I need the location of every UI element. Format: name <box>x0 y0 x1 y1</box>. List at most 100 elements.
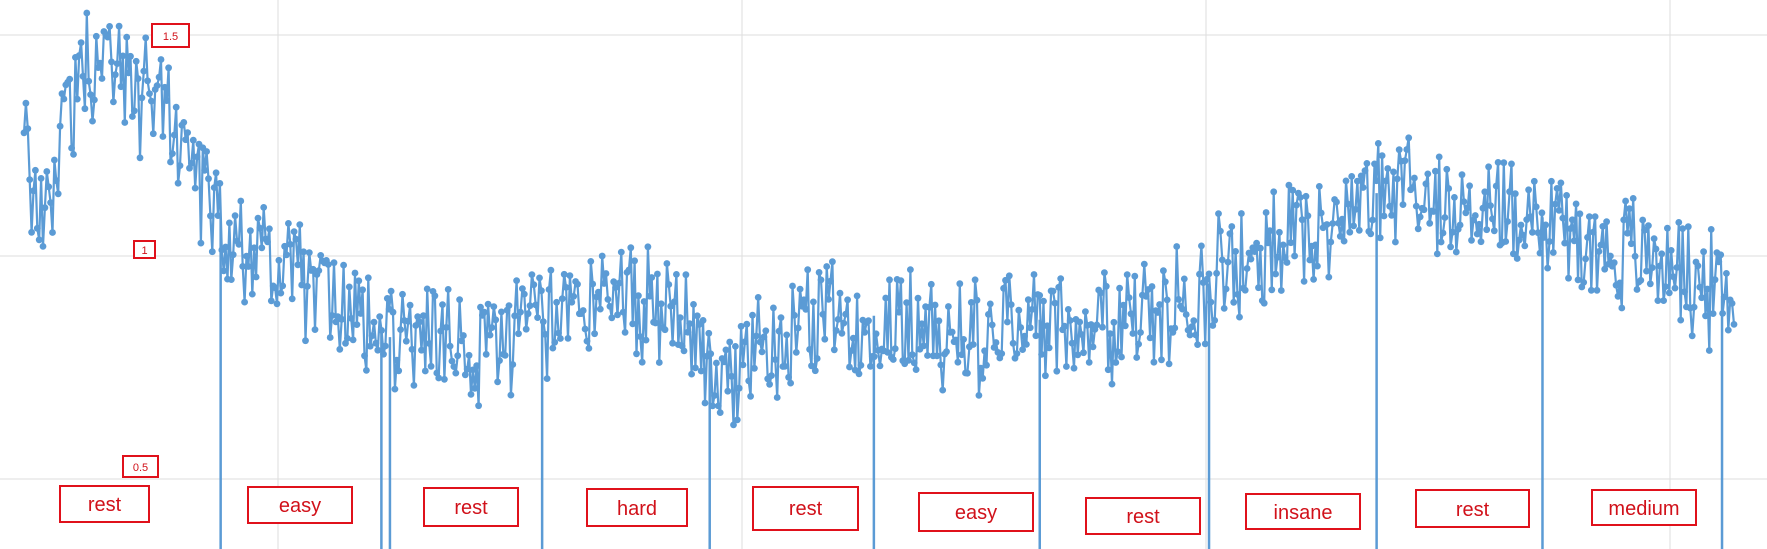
data-point <box>509 361 517 368</box>
data-point <box>612 284 619 291</box>
data-point <box>1540 234 1548 241</box>
data-point <box>1435 153 1443 161</box>
data-point <box>366 342 374 350</box>
data-point <box>1525 186 1532 194</box>
data-point <box>1561 239 1569 247</box>
data-point <box>513 277 520 284</box>
data-point <box>1627 240 1635 248</box>
data-point <box>391 385 399 393</box>
data-point <box>1637 276 1645 284</box>
data-point <box>406 301 414 309</box>
data-point <box>1586 213 1593 221</box>
data-point <box>1137 329 1144 336</box>
data-point <box>1304 212 1312 220</box>
data-point <box>910 359 918 367</box>
data-point <box>1146 334 1154 342</box>
data-point <box>1426 219 1434 227</box>
data-point <box>1451 194 1458 201</box>
data-point <box>170 131 178 139</box>
data-point <box>1574 276 1582 284</box>
data-point <box>1230 298 1238 306</box>
data-point <box>501 352 509 359</box>
data-point <box>1257 244 1264 252</box>
data-point <box>328 312 336 319</box>
data-point <box>585 345 593 352</box>
data-point <box>777 314 785 321</box>
data-point <box>971 276 979 284</box>
data-point <box>1730 321 1738 328</box>
data-point <box>395 367 403 375</box>
data-point <box>256 224 264 232</box>
data-point <box>1156 301 1163 308</box>
data-point <box>589 280 597 288</box>
data-point <box>349 336 357 344</box>
segment-box: rest <box>1415 489 1530 528</box>
data-point <box>587 258 595 265</box>
data-point <box>1268 286 1276 294</box>
data-point <box>309 265 317 273</box>
data-point <box>848 347 855 354</box>
data-point <box>130 107 138 115</box>
data-point <box>1279 241 1287 249</box>
data-point <box>1392 238 1399 246</box>
data-point <box>60 95 68 103</box>
data-point <box>296 221 304 229</box>
data-point <box>1161 278 1169 286</box>
data-point <box>1061 322 1068 330</box>
data-point <box>452 369 460 377</box>
data-point <box>1209 322 1217 329</box>
data-point <box>830 346 838 354</box>
data-point <box>663 260 671 267</box>
data-point <box>1118 353 1125 361</box>
data-point <box>701 399 709 407</box>
data-point <box>948 328 956 336</box>
data-point <box>1646 280 1654 288</box>
data-point <box>273 300 281 308</box>
tick-label: 1 <box>141 245 147 257</box>
data-point <box>617 248 625 256</box>
data-point <box>1492 182 1500 190</box>
data-point <box>1226 230 1234 238</box>
data-point <box>551 338 559 346</box>
data-point <box>326 334 334 341</box>
data-point <box>1464 204 1472 212</box>
data-point <box>56 122 64 130</box>
data-point <box>1709 310 1717 317</box>
data-point <box>785 373 792 381</box>
data-point <box>1287 239 1295 247</box>
data-point <box>1631 252 1639 260</box>
data-point <box>964 369 971 377</box>
data-point <box>1253 239 1260 247</box>
data-point <box>208 248 216 256</box>
data-point <box>1369 216 1376 224</box>
data-point <box>671 298 678 306</box>
data-point <box>1234 291 1241 298</box>
y-tick-0-5: 0.5 <box>122 455 159 478</box>
data-point <box>439 301 446 308</box>
segment-rect <box>1245 493 1361 530</box>
data-point <box>988 321 996 329</box>
data-point <box>570 293 578 300</box>
data-point <box>1645 222 1652 230</box>
data-point <box>1272 270 1279 278</box>
data-point <box>629 320 637 328</box>
data-point <box>1393 175 1401 183</box>
data-point <box>252 273 260 281</box>
data-point <box>1374 140 1382 147</box>
data-point <box>625 266 633 274</box>
data-point <box>802 305 810 313</box>
data-point <box>532 301 540 309</box>
data-point <box>437 327 444 335</box>
data-point <box>121 119 129 126</box>
data-point <box>728 372 735 380</box>
data-point <box>1534 229 1542 237</box>
data-point <box>49 229 56 236</box>
data-point <box>157 56 165 63</box>
data-point <box>420 312 427 320</box>
data-point <box>1102 282 1110 290</box>
data-point <box>886 276 893 284</box>
data-point <box>1055 283 1063 291</box>
data-point <box>619 308 627 316</box>
data-point <box>81 105 89 113</box>
data-point <box>442 324 450 331</box>
